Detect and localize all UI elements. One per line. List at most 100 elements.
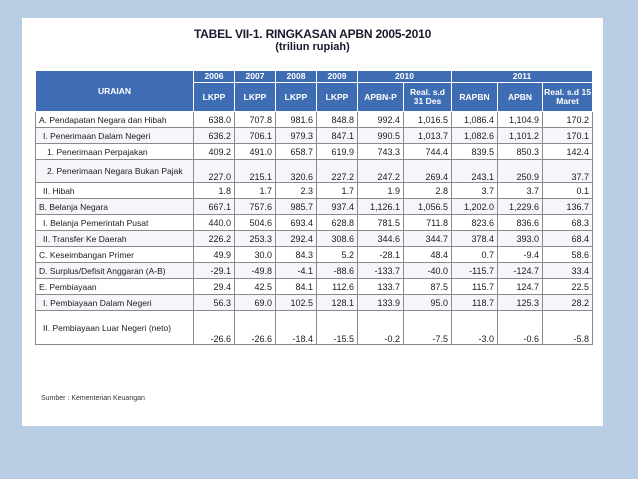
- row-label: I. Pembiayaan Dalam Negeri: [35, 294, 194, 311]
- header-subcol: LKPP: [316, 82, 358, 112]
- cell-value: 142.4: [542, 143, 594, 160]
- cell-value: 693.4: [275, 214, 317, 231]
- cell-value: -49.8: [234, 262, 276, 279]
- cell-value: 1,101.2: [497, 127, 544, 144]
- header-row-subcols: LKPP LKPP LKPP LKPP APBN-P Real. s.d 31 …: [36, 82, 594, 112]
- cell-value: 125.3: [497, 294, 544, 311]
- cell-value: 393.0: [497, 230, 544, 247]
- table-row: II. Transfer Ke Daerah 226.2 253.3 292.4 308…: [35, 230, 594, 247]
- cell-value: 227.2: [316, 159, 358, 183]
- cell-value: 115.7: [451, 278, 499, 295]
- cell-value: 269.4: [402, 159, 453, 183]
- cell-value: 707.8: [234, 111, 276, 128]
- cell-value: 69.0: [234, 294, 276, 311]
- cell-value: 49.9: [193, 246, 235, 263]
- table-row: I. Belanja Pemerintah Pusat 440.0 504.6 693…: [35, 214, 594, 231]
- cell-value: -5.8: [542, 310, 594, 345]
- cell-value: 28.2: [542, 294, 594, 311]
- table-title-block: TABEL VII-1. RINGKASAN APBN 2005-2010 (t…: [22, 28, 603, 54]
- cell-value: 937.4: [316, 198, 358, 215]
- cell-value: 292.4: [275, 230, 317, 247]
- cell-value: 2.3: [275, 182, 317, 199]
- table-row: A. Pendapatan Negara dan Hibah 638.0 707.8…: [35, 111, 594, 128]
- table-row: 2. Penerimaan Negara Bukan Pajak 227.0 215…: [35, 159, 594, 183]
- cell-value: 667.1: [193, 198, 235, 215]
- cell-value: 56.3: [193, 294, 235, 311]
- cell-value: 658.7: [275, 143, 317, 160]
- source-note: Sumber : Kementerian Keuangan: [41, 395, 145, 402]
- cell-value: 1,086.4: [451, 111, 499, 128]
- cell-value: 5.2: [316, 246, 358, 263]
- cell-value: 320.6: [275, 159, 317, 183]
- cell-value: 981.6: [275, 111, 317, 128]
- cell-value: -3.0: [451, 310, 499, 345]
- cell-value: -124.7: [497, 262, 544, 279]
- cell-value: -88.6: [316, 262, 358, 279]
- table-row: I. Pembiayaan Dalam Negeri 56.3 69.0 102.5 1…: [35, 294, 594, 311]
- cell-value: 1,126.1: [357, 198, 404, 215]
- cell-value: 128.1: [316, 294, 358, 311]
- cell-value: -133.7: [357, 262, 404, 279]
- cell-value: 0.7: [451, 246, 499, 263]
- cell-value: 84.1: [275, 278, 317, 295]
- cell-value: 253.3: [234, 230, 276, 247]
- cell-value: 848.8: [316, 111, 358, 128]
- row-label: 2. Penerimaan Negara Bukan Pajak: [35, 159, 194, 183]
- slide-canvas: TABEL VII-1. RINGKASAN APBN 2005-2010 (t…: [22, 18, 603, 426]
- cell-value: 68.3: [542, 214, 594, 231]
- cell-value: 243.1: [451, 159, 499, 183]
- cell-value: 1,104.9: [497, 111, 544, 128]
- cell-value: 744.4: [402, 143, 453, 160]
- cell-value: 2.8: [402, 182, 453, 199]
- table-row: C. Keseimbangan Primer 49.9 30.0 84.3 5.2 -28…: [35, 246, 594, 263]
- cell-value: 84.3: [275, 246, 317, 263]
- header-subcol: RAPBN: [451, 82, 499, 112]
- apbn-summary-table: URAIAN 2006 2007 2008 2009 2010 2011 LKP…: [35, 70, 594, 345]
- cell-value: 985.7: [275, 198, 317, 215]
- table-row: I. Penerimaan Dalam Negeri 636.2 706.1 979.…: [35, 127, 594, 144]
- header-year: 2008: [275, 70, 317, 83]
- cell-value: 638.0: [193, 111, 235, 128]
- cell-value: -26.6: [234, 310, 276, 345]
- table-row: 1. Penerimaan Perpajakan 409.2 491.0 658.7 6…: [35, 143, 594, 160]
- cell-value: 628.8: [316, 214, 358, 231]
- cell-value: 636.2: [193, 127, 235, 144]
- cell-value: -18.4: [275, 310, 317, 345]
- cell-value: 226.2: [193, 230, 235, 247]
- header-subcol: APBN-P: [357, 82, 404, 112]
- cell-value: 0.1: [542, 182, 594, 199]
- table-row: II. Hibah 1.8 1.7 2.3 1.7 1.9 2.8 3.7 3.7 0.1: [35, 182, 594, 199]
- header-year: 2009: [316, 70, 358, 83]
- cell-value: 757.6: [234, 198, 276, 215]
- row-label: D. Surplus/Defisit Anggaran (A-B): [35, 262, 194, 279]
- cell-value: 409.2: [193, 143, 235, 160]
- cell-value: 850.3: [497, 143, 544, 160]
- cell-value: 979.3: [275, 127, 317, 144]
- cell-value: -0.6: [497, 310, 544, 345]
- cell-value: 992.4: [357, 111, 404, 128]
- table-subtitle: (triliun rupiah): [275, 41, 350, 53]
- cell-value: 118.7: [451, 294, 499, 311]
- row-label: II. Transfer Ke Daerah: [35, 230, 194, 247]
- cell-value: 711.8: [402, 214, 453, 231]
- cell-value: -9.4: [497, 246, 544, 263]
- cell-value: 847.1: [316, 127, 358, 144]
- cell-value: 836.6: [497, 214, 544, 231]
- cell-value: 58.6: [542, 246, 594, 263]
- cell-value: 33.4: [542, 262, 594, 279]
- header-uraian: URAIAN: [35, 70, 194, 112]
- cell-value: 990.5: [357, 127, 404, 144]
- cell-value: 3.7: [497, 182, 544, 199]
- cell-value: 30.0: [234, 246, 276, 263]
- header-subcol: Real. s.d 15 Maret: [542, 82, 594, 112]
- row-label: B. Belanja Negara: [35, 198, 194, 215]
- cell-value: 3.7: [451, 182, 499, 199]
- cell-value: 22.5: [542, 278, 594, 295]
- cell-value: -7.5: [402, 310, 453, 345]
- cell-value: -29.1: [193, 262, 235, 279]
- header-year: 2007: [234, 70, 276, 83]
- cell-value: 29.4: [193, 278, 235, 295]
- cell-value: 743.3: [357, 143, 404, 160]
- cell-value: 124.7: [497, 278, 544, 295]
- cell-value: 1,016.5: [402, 111, 453, 128]
